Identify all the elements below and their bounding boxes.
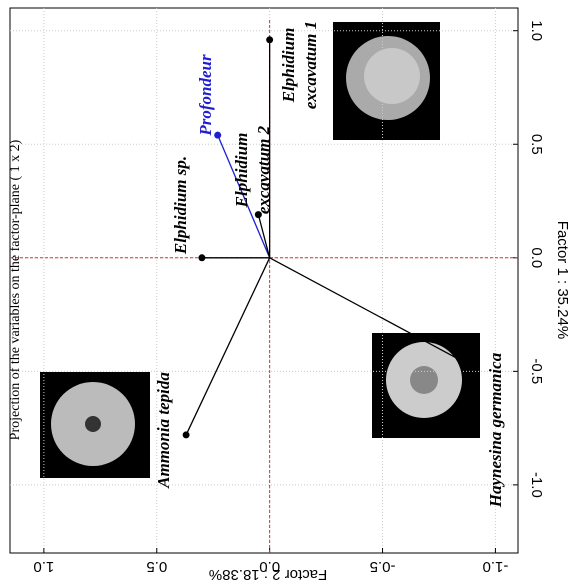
chart-title: Projection of the variables on the facto… bbox=[8, 139, 23, 440]
point bbox=[214, 131, 222, 139]
vector bbox=[217, 134, 271, 259]
x-tick-label: 0.5 bbox=[146, 558, 167, 575]
y-tick-label: -1.0 bbox=[528, 472, 545, 498]
point bbox=[254, 211, 262, 219]
vector bbox=[269, 257, 474, 368]
point-label: Elphidium bbox=[232, 133, 251, 209]
point-label: excavatum 2 bbox=[254, 125, 273, 214]
point bbox=[266, 36, 274, 44]
point-label: Elphidium bbox=[279, 28, 298, 104]
point-label: Haynesina germanica bbox=[486, 352, 505, 508]
y-tick-label: -0.5 bbox=[528, 358, 545, 384]
photo bbox=[40, 22, 480, 478]
point-label: Ammonia tepida bbox=[154, 372, 173, 489]
x-axis-label: Factor 2 : 18.38% bbox=[209, 566, 327, 582]
y-tick-label: 1.0 bbox=[528, 20, 545, 41]
x-tick-label: -1.0 bbox=[482, 558, 508, 575]
y-tick-label: 0.0 bbox=[528, 247, 545, 268]
vector bbox=[185, 257, 271, 436]
point-label: Elphidium sp. bbox=[171, 156, 190, 255]
x-tick-label: 0.0 bbox=[259, 558, 280, 575]
point-label: Profondeur bbox=[196, 54, 215, 137]
point-label: excavatum 1 bbox=[301, 21, 320, 109]
x-tick-label: 1.0 bbox=[33, 558, 54, 575]
vector bbox=[257, 214, 271, 258]
x-tick-label: -0.5 bbox=[370, 558, 396, 575]
y-tick-label: 0.5 bbox=[528, 134, 545, 155]
point bbox=[198, 254, 206, 262]
point bbox=[469, 363, 477, 371]
y-axis-label: Factor 1 : 35.24% bbox=[554, 221, 571, 339]
point bbox=[182, 431, 190, 439]
